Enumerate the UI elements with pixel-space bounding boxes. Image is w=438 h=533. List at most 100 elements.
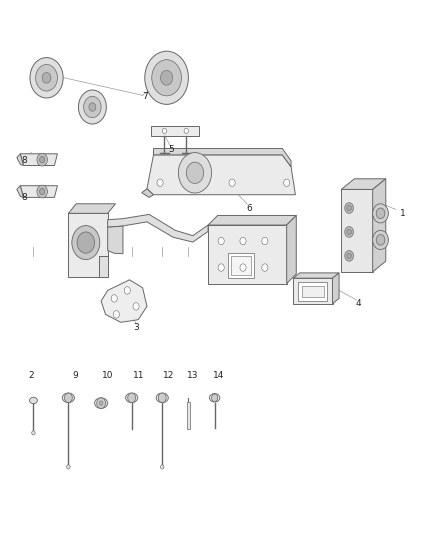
- Circle shape: [78, 90, 106, 124]
- Circle shape: [373, 230, 389, 249]
- Text: 7: 7: [142, 92, 148, 101]
- Circle shape: [99, 401, 103, 405]
- Circle shape: [39, 157, 45, 163]
- Circle shape: [218, 264, 224, 271]
- Circle shape: [229, 179, 235, 187]
- Circle shape: [160, 70, 173, 85]
- Circle shape: [42, 72, 51, 83]
- Text: 13: 13: [187, 371, 198, 380]
- Polygon shape: [147, 155, 295, 195]
- Circle shape: [97, 398, 106, 408]
- Ellipse shape: [126, 393, 138, 402]
- Circle shape: [32, 431, 35, 435]
- Polygon shape: [108, 214, 208, 242]
- Text: 12: 12: [163, 371, 174, 380]
- Polygon shape: [208, 215, 296, 225]
- Circle shape: [178, 152, 212, 193]
- Circle shape: [262, 264, 268, 271]
- FancyBboxPatch shape: [302, 286, 324, 297]
- Polygon shape: [208, 225, 287, 284]
- Circle shape: [77, 232, 95, 253]
- Polygon shape: [341, 189, 373, 272]
- Circle shape: [186, 162, 204, 183]
- Circle shape: [347, 253, 351, 259]
- Circle shape: [212, 394, 218, 401]
- Text: 9: 9: [72, 371, 78, 380]
- Circle shape: [345, 227, 353, 237]
- FancyBboxPatch shape: [231, 256, 251, 275]
- Circle shape: [72, 225, 100, 260]
- Circle shape: [133, 303, 139, 310]
- Polygon shape: [108, 226, 123, 254]
- Polygon shape: [99, 256, 108, 277]
- Circle shape: [184, 128, 188, 134]
- FancyBboxPatch shape: [298, 282, 327, 301]
- Circle shape: [145, 51, 188, 104]
- Polygon shape: [20, 185, 57, 197]
- Polygon shape: [293, 278, 332, 304]
- Text: 2: 2: [28, 371, 34, 380]
- FancyBboxPatch shape: [187, 402, 190, 429]
- Polygon shape: [153, 149, 291, 167]
- FancyBboxPatch shape: [228, 253, 254, 278]
- Polygon shape: [17, 185, 23, 197]
- Polygon shape: [293, 273, 339, 278]
- Circle shape: [160, 465, 164, 469]
- Polygon shape: [341, 179, 386, 189]
- Circle shape: [37, 185, 47, 198]
- Circle shape: [284, 179, 290, 187]
- Text: 6: 6: [247, 204, 252, 213]
- Text: 11: 11: [132, 371, 144, 380]
- Circle shape: [162, 128, 166, 134]
- Text: 3: 3: [133, 323, 139, 332]
- Circle shape: [113, 311, 120, 318]
- Circle shape: [128, 393, 136, 402]
- Circle shape: [35, 64, 57, 91]
- Polygon shape: [332, 273, 339, 304]
- Circle shape: [39, 188, 45, 195]
- Ellipse shape: [29, 397, 37, 403]
- Polygon shape: [17, 154, 23, 165]
- Circle shape: [89, 103, 96, 111]
- Polygon shape: [68, 213, 108, 277]
- Circle shape: [30, 58, 63, 98]
- Text: 5: 5: [168, 145, 174, 154]
- Polygon shape: [287, 215, 296, 284]
- Circle shape: [373, 204, 389, 223]
- Circle shape: [157, 179, 163, 187]
- Text: 10: 10: [102, 371, 113, 380]
- Text: 4: 4: [356, 299, 361, 308]
- Circle shape: [84, 96, 101, 118]
- Circle shape: [152, 60, 181, 96]
- Circle shape: [240, 237, 246, 245]
- Text: 14: 14: [213, 371, 225, 380]
- Circle shape: [345, 251, 353, 261]
- Ellipse shape: [156, 393, 168, 402]
- Ellipse shape: [95, 398, 108, 408]
- Circle shape: [64, 393, 72, 402]
- Polygon shape: [101, 280, 147, 322]
- Circle shape: [67, 465, 70, 469]
- Text: 8: 8: [22, 193, 28, 202]
- Polygon shape: [68, 204, 116, 213]
- Ellipse shape: [209, 393, 220, 402]
- Text: 1: 1: [399, 209, 405, 218]
- Circle shape: [262, 237, 268, 245]
- Circle shape: [347, 205, 351, 211]
- Circle shape: [376, 235, 385, 245]
- Circle shape: [218, 237, 224, 245]
- Circle shape: [111, 295, 117, 302]
- Circle shape: [37, 154, 47, 166]
- Polygon shape: [20, 154, 57, 165]
- Circle shape: [124, 287, 131, 294]
- Text: 8: 8: [22, 156, 28, 165]
- Circle shape: [376, 208, 385, 219]
- Circle shape: [158, 393, 166, 402]
- Circle shape: [240, 264, 246, 271]
- FancyBboxPatch shape: [151, 126, 199, 136]
- Polygon shape: [373, 179, 386, 272]
- Circle shape: [347, 229, 351, 235]
- Ellipse shape: [62, 393, 74, 402]
- Polygon shape: [142, 189, 153, 197]
- Circle shape: [345, 203, 353, 213]
